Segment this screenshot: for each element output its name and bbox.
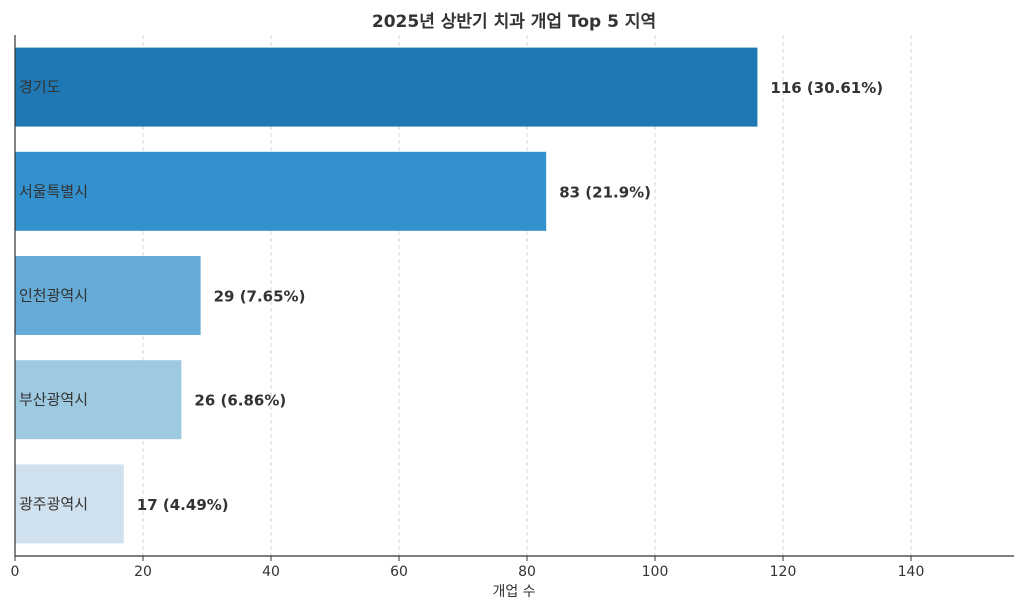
bar-1 [15,47,758,127]
value-label: 83 (21.9%) [559,183,651,201]
value-label: 17 (4.49%) [137,496,229,514]
bar-2 [15,151,547,231]
x-tick-label: 100 [642,564,669,580]
x-tick-label: 20 [134,564,152,580]
x-tick-label: 60 [390,564,408,580]
x-tick-label: 140 [898,564,925,580]
x-axis-label: 개업 수 [492,584,535,600]
bar-3 [15,256,201,335]
category-label: 인천광역시 [19,287,88,305]
bar-5 [15,464,124,544]
chart-title: 2025년 상반기 치과 개업 Top 5 지역 [372,12,656,32]
labels: 경기도 116 (30.61%) 서울특별시 83 (21.9%) 인천광역시 29 (7… [19,78,883,514]
value-label: 116 (30.61%) [770,79,883,97]
category-label: 경기도 [19,78,61,96]
category-label: 부산광역시 [19,391,88,409]
x-tick-label: 80 [518,564,536,580]
x-tick-label: 120 [770,564,797,580]
x-tick-label: 0 [11,564,20,580]
value-label: 29 (7.65%) [214,288,306,306]
bar-4 [15,360,182,440]
category-label: 서울특별시 [19,182,88,200]
x-tick-label: 40 [262,564,280,580]
value-label: 26 (6.86%) [194,392,286,410]
x-axis-ticks: 0 20 40 60 80 100 120 140 [11,556,925,580]
bars [15,47,758,544]
category-label: 광주광역시 [19,495,88,513]
